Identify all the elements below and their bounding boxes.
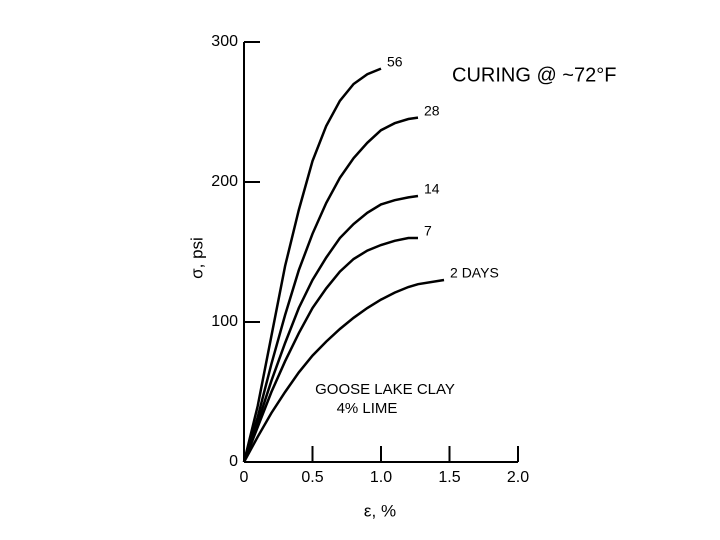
curve (242, 67, 382, 463)
series-label: 56 (387, 53, 403, 69)
y-tick-label: 300 (211, 33, 238, 50)
x-tick-label: 2.0 (507, 469, 529, 486)
y-tick-label: 200 (211, 173, 238, 190)
curve (242, 278, 445, 463)
x-tick-label: 0.5 (301, 469, 323, 486)
curve (242, 236, 418, 463)
annotation: GOOSE LAKE CLAY (315, 381, 455, 398)
series-label: 28 (424, 102, 440, 118)
series-label: 14 (424, 181, 440, 197)
x-tick-label: 1.5 (438, 469, 460, 486)
y-tick-label: 100 (211, 313, 238, 330)
series-label: 2 DAYS (450, 265, 499, 281)
y-axis-label: σ, psi (187, 237, 206, 279)
x-tick-label: 1.0 (370, 469, 392, 486)
x-axis-label: ε, % (364, 501, 396, 520)
curve (242, 194, 419, 463)
x-tick-label: 0 (240, 469, 249, 486)
curve (242, 116, 419, 463)
y-tick-label: 0 (229, 453, 238, 470)
series-label: 7 (424, 223, 432, 239)
chart-title: CURING @ ~72°F (452, 64, 616, 86)
annotation: 4% LIME (337, 400, 398, 417)
